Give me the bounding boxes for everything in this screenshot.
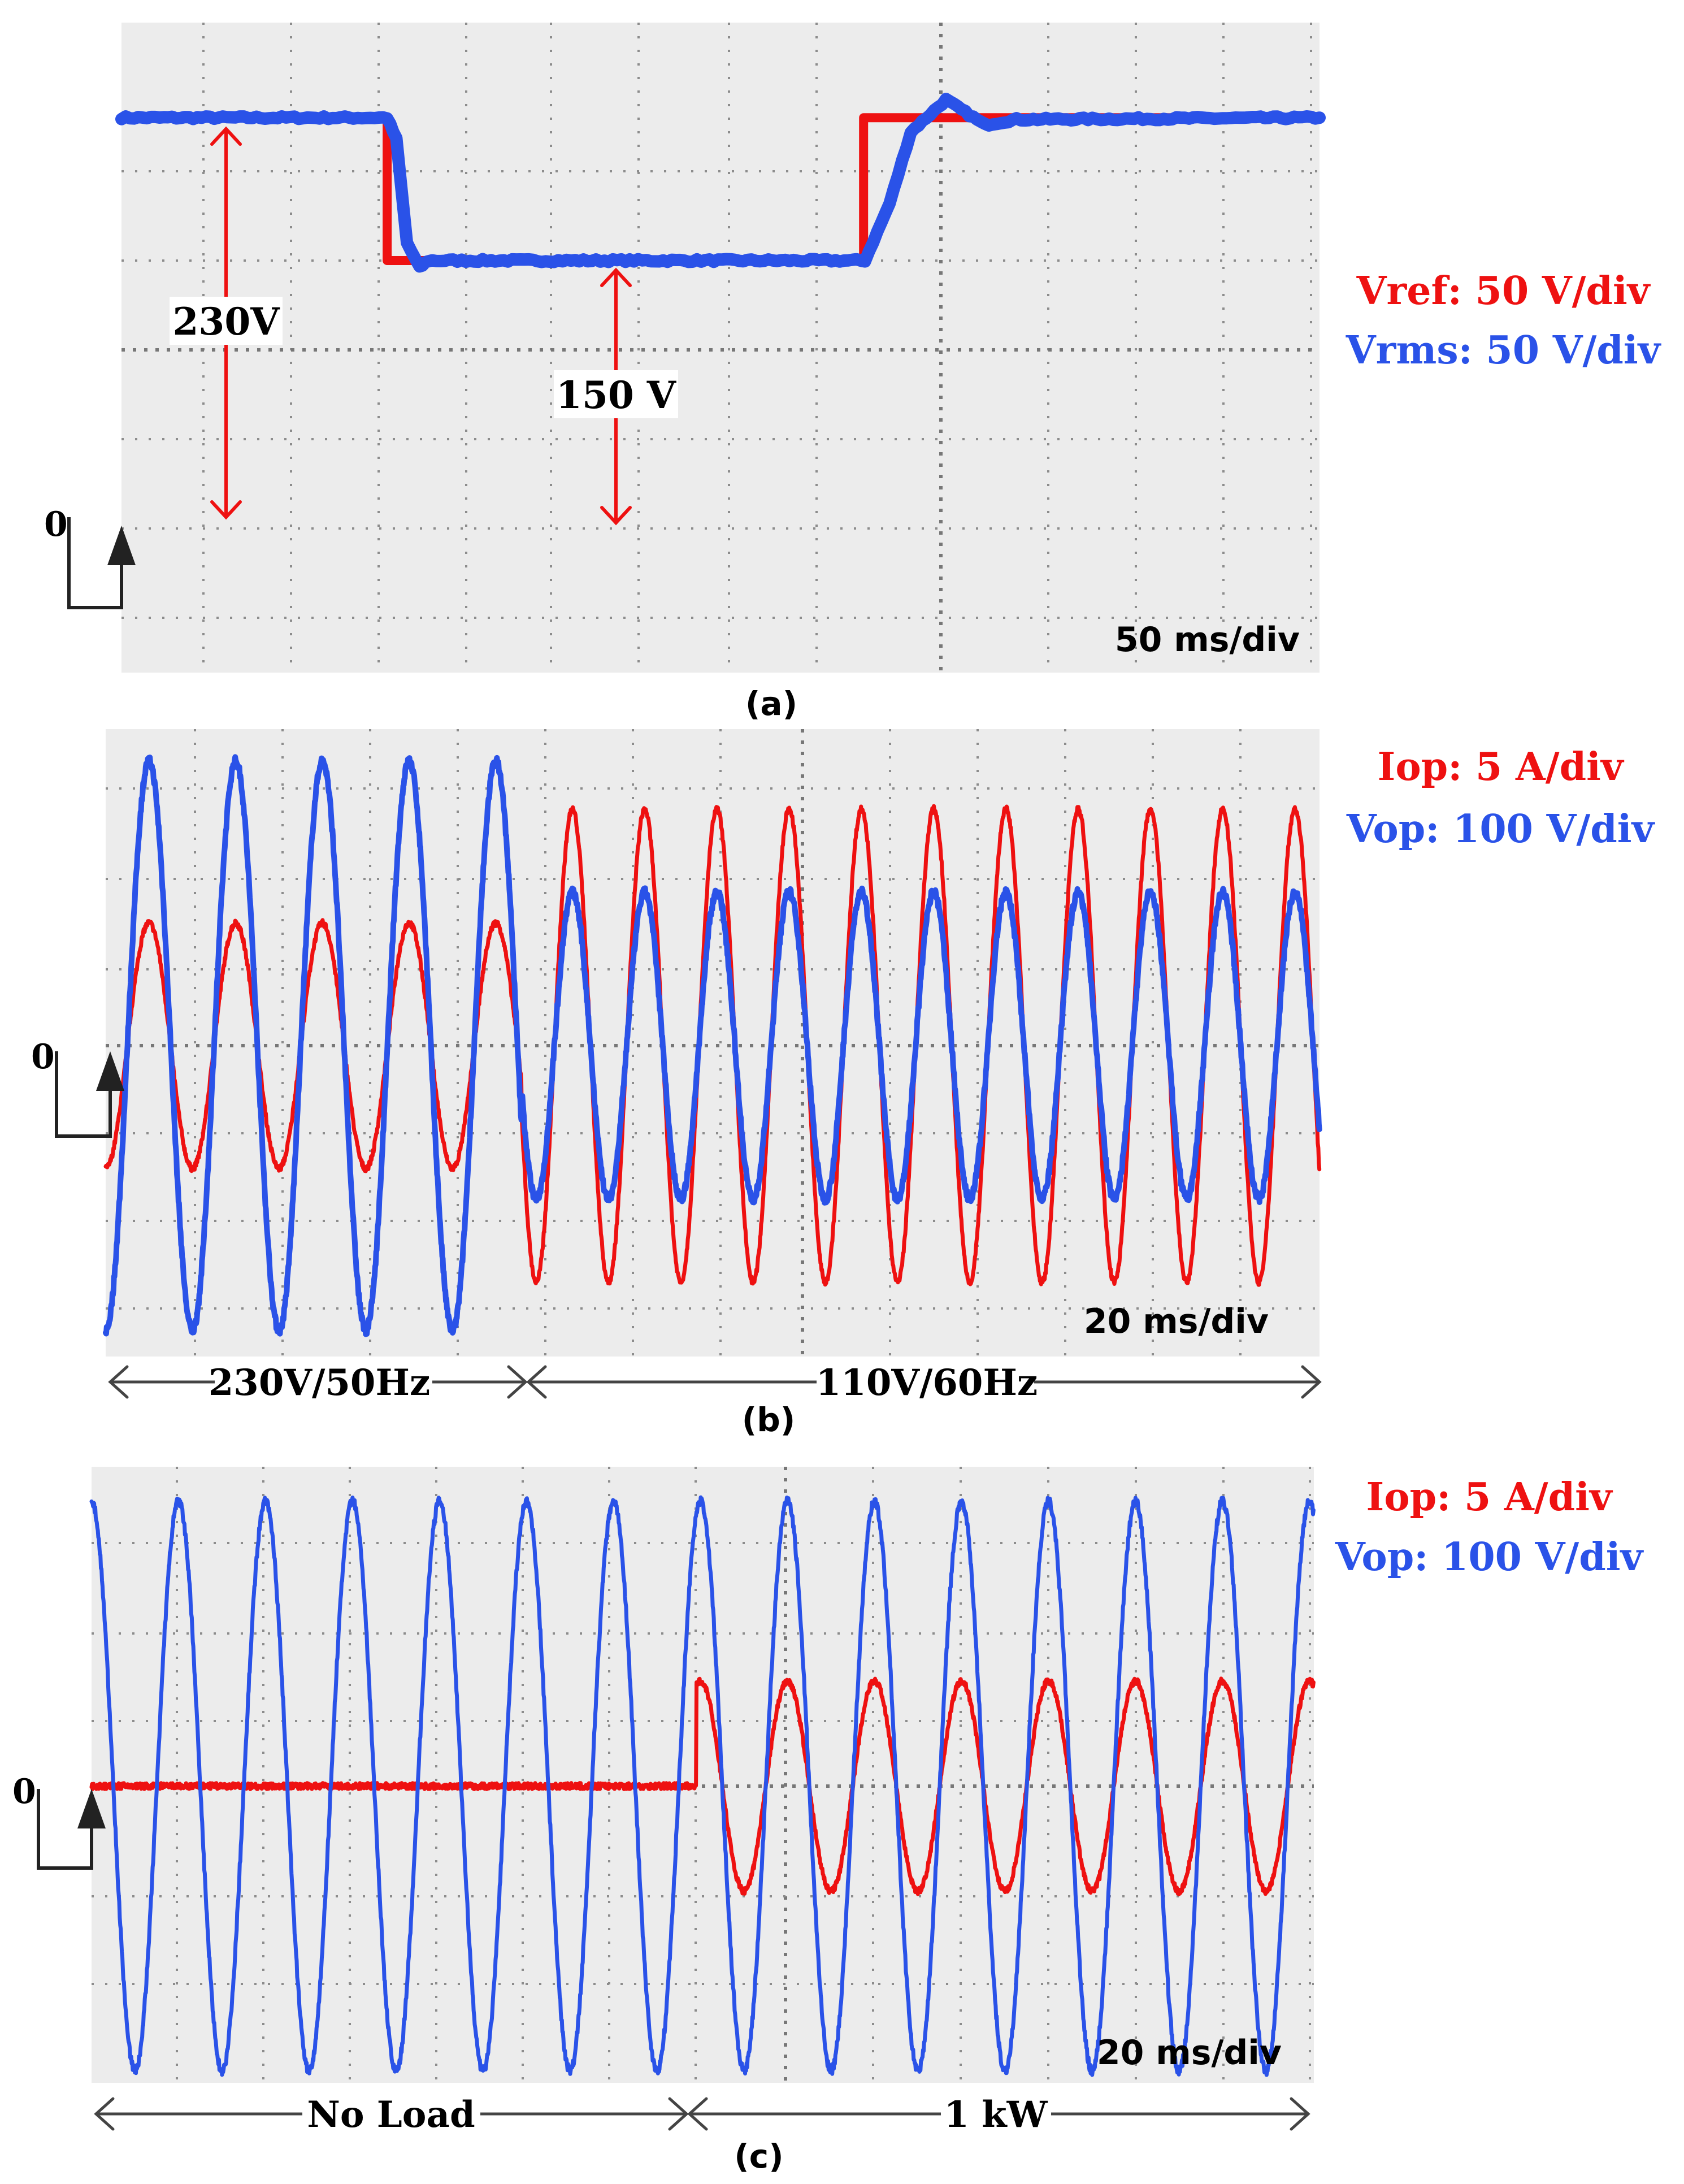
label-box-230v xyxy=(170,297,283,345)
label-box-1kw xyxy=(941,2091,1051,2135)
vop-trace-c xyxy=(89,1495,1316,2077)
label-box-110v-60hz xyxy=(817,1359,1034,1403)
scope-screen-c xyxy=(92,1467,1314,2083)
label-box-150v xyxy=(554,370,678,418)
segment-label-230v-50hz: 230V/50Hz xyxy=(209,1362,431,1404)
legend-vrms: Vrms: 50 V/div xyxy=(1346,328,1662,373)
caption-c: (c) xyxy=(734,2137,783,2176)
scope-screen-a xyxy=(121,23,1320,673)
legend-vref: Vref: 50 V/div xyxy=(1356,268,1651,314)
timebase-b: 20 ms/div xyxy=(1084,1302,1269,1341)
zero-marker-b: 0 xyxy=(31,1037,124,1138)
zero-label-b: 0 xyxy=(31,1037,55,1077)
legend-vop-c: Vop: 100 V/div xyxy=(1335,1535,1644,1580)
zero-label-c: 0 xyxy=(12,1772,36,1812)
vrms-trace xyxy=(115,93,1326,273)
zero-label-a: 0 xyxy=(44,505,68,544)
segment-label-110v-60hz: 110V/60Hz xyxy=(816,1362,1038,1404)
legend-iop-b: Iop: 5 A/div xyxy=(1378,744,1625,790)
annotation-230v: 230V xyxy=(173,300,281,344)
vop-trace-b xyxy=(103,754,1322,1337)
label-box-no-load xyxy=(302,2091,480,2135)
panel-a: 230V 150 V 0 50 ms/div Vref: 50 V/div Vr… xyxy=(44,23,1662,723)
label-box-230v-50hz xyxy=(215,1359,432,1403)
zero-marker-a: 0 xyxy=(44,505,136,609)
zero-marker-c: 0 xyxy=(12,1772,106,1870)
legend-iop-c: Iop: 5 A/div xyxy=(1366,1475,1613,1520)
panel-b: 0 20 ms/div 230V/50Hz 110V/60Hz Iop: 5 A… xyxy=(31,729,1656,1439)
caption-b: (b) xyxy=(742,1401,796,1439)
iop-trace-c xyxy=(89,1676,1316,1896)
segment-label-1kw: 1 kW xyxy=(944,2094,1048,2136)
segment-dimension-c xyxy=(94,2097,1310,2131)
legend-vop-b: Vop: 100 V/div xyxy=(1346,807,1656,852)
segment-label-no-load: No Load xyxy=(307,2094,475,2136)
annotation-150v: 150 V xyxy=(556,373,677,417)
iop-trace-b xyxy=(103,804,1322,1287)
timebase-c: 20 ms/div xyxy=(1097,2033,1282,2073)
grid-b xyxy=(106,729,1320,1357)
timebase-a: 50 ms/div xyxy=(1115,620,1300,660)
caption-a: (a) xyxy=(745,684,797,723)
panel-c: 0 20 ms/div No Load 1 kW Iop: 5 A/div Vo… xyxy=(12,1467,1644,2176)
